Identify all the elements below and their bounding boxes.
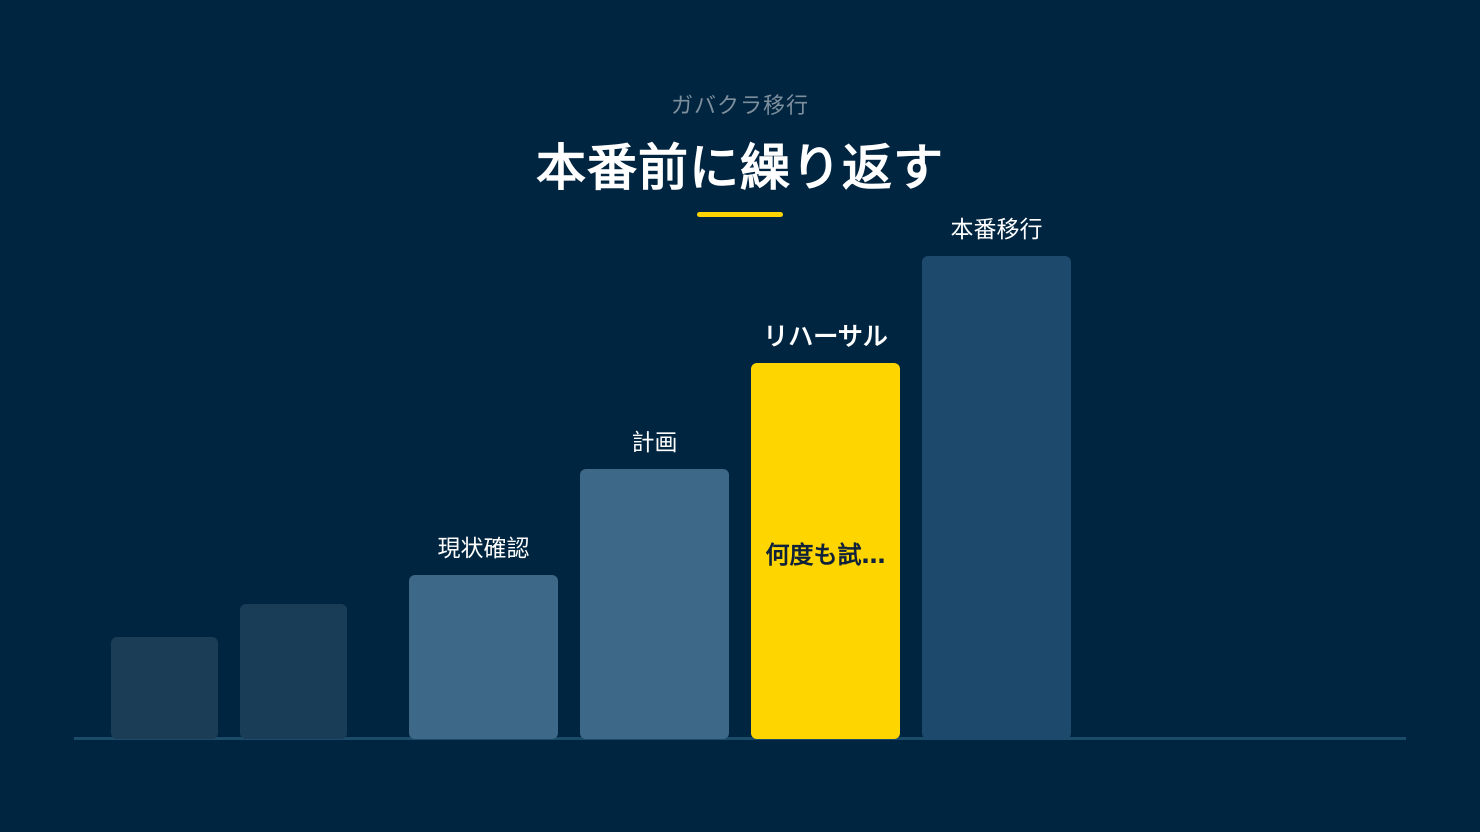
- step-label-4: 計画: [631, 430, 678, 456]
- step-inner-text-5: 何度も試…: [765, 541, 886, 569]
- step-bar-6: [922, 256, 1071, 739]
- slide-subtitle: ガバクラ移行: [670, 94, 809, 119]
- step-label-5: リハーサル: [763, 322, 888, 351]
- step-label-6: 本番移行: [950, 217, 1043, 243]
- step-label-3: 現状確認: [437, 536, 530, 562]
- step-bar-5: [751, 363, 900, 739]
- step-bar-4: [580, 469, 729, 739]
- baseline: [74, 737, 1406, 740]
- slide-title: 本番前に繰り返す: [536, 139, 944, 197]
- title-accent-line: [697, 212, 783, 217]
- step-bar-2: [240, 604, 347, 739]
- step-bar-1: [111, 637, 218, 739]
- step-bar-3: [409, 575, 558, 739]
